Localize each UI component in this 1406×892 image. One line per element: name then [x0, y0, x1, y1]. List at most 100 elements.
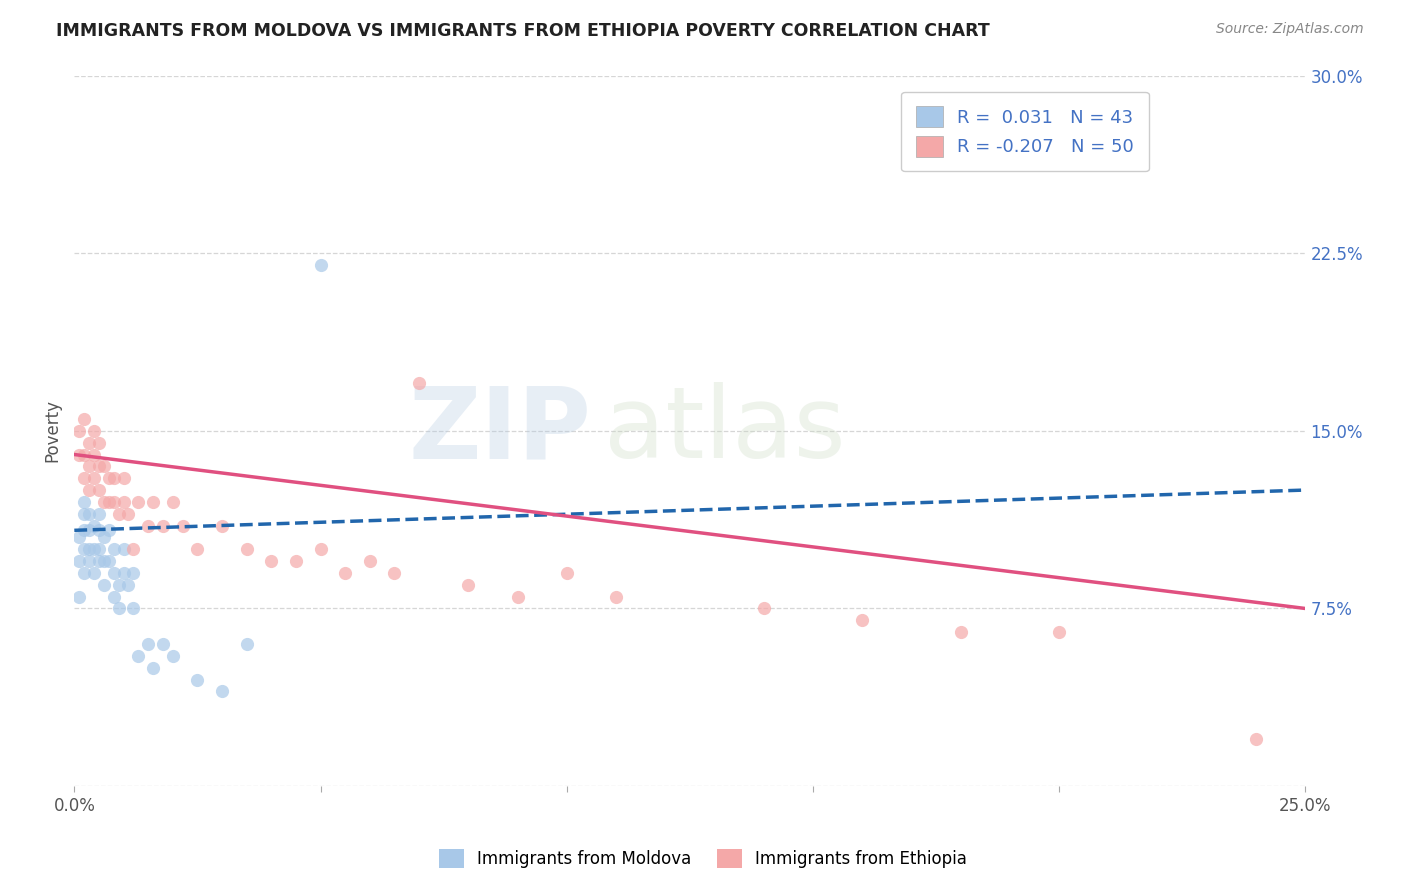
Point [211, 518, 233, 533]
Point [77, 459, 100, 474]
Point [309, 542, 332, 557]
Point [87, 507, 110, 521]
Point [97, 471, 120, 485]
Text: atlas: atlas [603, 383, 845, 479]
Point [77, 507, 100, 521]
Point [851, 613, 873, 627]
Point [67, 530, 90, 544]
Point [107, 601, 129, 615]
Point [97, 554, 120, 568]
Point [211, 684, 233, 698]
Point [112, 471, 135, 485]
Point [93, 578, 115, 592]
Point [949, 625, 972, 640]
Point [1047, 625, 1070, 640]
Point [83, 566, 105, 580]
Point [127, 495, 149, 509]
Point [87, 459, 110, 474]
Point [77, 524, 100, 538]
Text: IMMIGRANTS FROM MOLDOVA VS IMMIGRANTS FROM ETHIOPIA POVERTY CORRELATION CHART: IMMIGRANTS FROM MOLDOVA VS IMMIGRANTS FR… [56, 22, 990, 40]
Point [103, 566, 125, 580]
Point [83, 471, 105, 485]
Point [83, 542, 105, 557]
Point [73, 524, 96, 538]
Point [112, 495, 135, 509]
Point [127, 648, 149, 663]
Point [457, 578, 479, 592]
Point [112, 566, 135, 580]
Point [67, 424, 90, 438]
Point [83, 448, 105, 462]
Point [117, 507, 139, 521]
Point [67, 448, 90, 462]
Point [77, 483, 100, 497]
Point [142, 661, 165, 675]
Point [359, 554, 381, 568]
Point [87, 554, 110, 568]
Point [93, 459, 115, 474]
Point [162, 495, 184, 509]
Point [555, 566, 578, 580]
Point [122, 542, 145, 557]
Point [309, 258, 332, 272]
Y-axis label: Poverty: Poverty [44, 400, 60, 462]
Point [152, 637, 174, 651]
Point [136, 637, 159, 651]
Point [103, 590, 125, 604]
Point [162, 648, 184, 663]
Text: ZIP: ZIP [409, 383, 592, 479]
Point [103, 471, 125, 485]
Point [408, 376, 430, 391]
Point [93, 554, 115, 568]
Point [67, 554, 90, 568]
Point [93, 530, 115, 544]
Legend: Immigrants from Moldova, Immigrants from Ethiopia: Immigrants from Moldova, Immigrants from… [433, 843, 973, 875]
Point [107, 578, 129, 592]
Point [97, 495, 120, 509]
Point [506, 590, 529, 604]
Legend: R =  0.031   N = 43, R = -0.207   N = 50: R = 0.031 N = 43, R = -0.207 N = 50 [901, 92, 1149, 171]
Point [112, 542, 135, 557]
Point [83, 424, 105, 438]
Point [103, 495, 125, 509]
Point [73, 448, 96, 462]
Point [73, 471, 96, 485]
Point [77, 542, 100, 557]
Point [752, 601, 775, 615]
Point [87, 542, 110, 557]
Point [83, 518, 105, 533]
Point [77, 435, 100, 450]
Point [605, 590, 627, 604]
Point [107, 507, 129, 521]
Point [87, 524, 110, 538]
Point [103, 542, 125, 557]
Point [77, 554, 100, 568]
Point [172, 518, 194, 533]
Text: Source: ZipAtlas.com: Source: ZipAtlas.com [1216, 22, 1364, 37]
Point [117, 578, 139, 592]
Point [122, 566, 145, 580]
Point [260, 554, 283, 568]
Point [284, 554, 307, 568]
Point [142, 495, 165, 509]
Point [122, 601, 145, 615]
Point [152, 518, 174, 533]
Point [73, 495, 96, 509]
Point [73, 566, 96, 580]
Point [1244, 731, 1267, 746]
Point [67, 590, 90, 604]
Point [186, 673, 208, 687]
Point [87, 483, 110, 497]
Point [384, 566, 406, 580]
Point [73, 412, 96, 426]
Point [136, 518, 159, 533]
Point [93, 495, 115, 509]
Point [186, 542, 208, 557]
Point [73, 542, 96, 557]
Point [73, 507, 96, 521]
Point [97, 524, 120, 538]
Point [235, 542, 257, 557]
Point [87, 435, 110, 450]
Point [235, 637, 257, 651]
Point [333, 566, 356, 580]
